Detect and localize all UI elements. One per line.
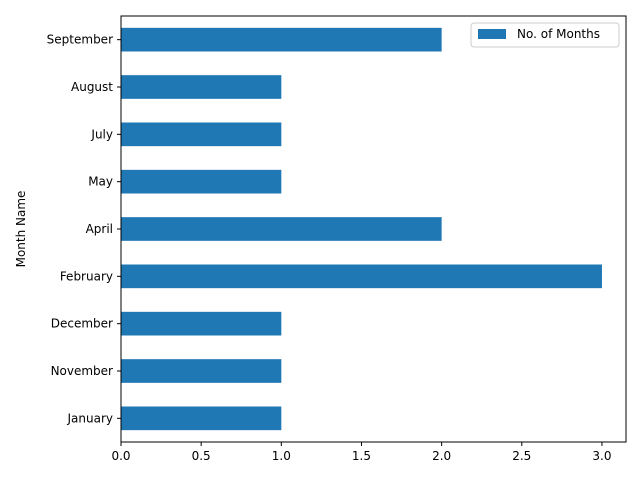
- bar-november: [121, 359, 282, 383]
- y-tick-label: September: [47, 33, 113, 47]
- x-tick-label: 0.0: [111, 449, 130, 463]
- legend: No. of Months: [470, 22, 620, 48]
- x-tick-label: 2.5: [512, 449, 531, 463]
- bar-september: [121, 27, 442, 52]
- y-tick-label: December: [51, 317, 113, 331]
- y-tick-label: August: [71, 80, 113, 94]
- legend-box: [470, 22, 620, 48]
- x-tick-label: 1.0: [272, 449, 291, 463]
- y-tick-label: November: [51, 364, 113, 378]
- bar-december: [121, 311, 282, 336]
- bar-february: [121, 264, 602, 289]
- bar-april: [121, 217, 442, 241]
- x-tick-label: 0.5: [192, 449, 211, 463]
- legend-swatch: [478, 29, 506, 39]
- x-tick-label: 1.5: [352, 449, 371, 463]
- y-tick-label: April: [86, 222, 113, 236]
- legend-label: No. of Months: [517, 27, 600, 41]
- y-ticks-group: January November December February April May J…: [47, 33, 121, 425]
- y-tick-label: January: [67, 411, 114, 425]
- y-tick-label: July: [90, 127, 113, 141]
- axes-frame: [120, 15, 627, 443]
- y-tick-label: February: [60, 269, 113, 283]
- x-ticks-group: 0.0 0.5 1.0 1.5 2.0 2.5 3.0: [111, 442, 611, 463]
- bar-august: [121, 75, 282, 99]
- bar-january: [121, 406, 282, 431]
- y-axis-label: Month Name: [14, 191, 28, 268]
- x-tick-label: 3.0: [592, 449, 611, 463]
- bar-july: [121, 122, 282, 147]
- x-tick-label: 2.0: [432, 449, 451, 463]
- bar-may: [121, 169, 282, 194]
- bars-group: [121, 27, 602, 431]
- y-tick-label: May: [88, 175, 113, 189]
